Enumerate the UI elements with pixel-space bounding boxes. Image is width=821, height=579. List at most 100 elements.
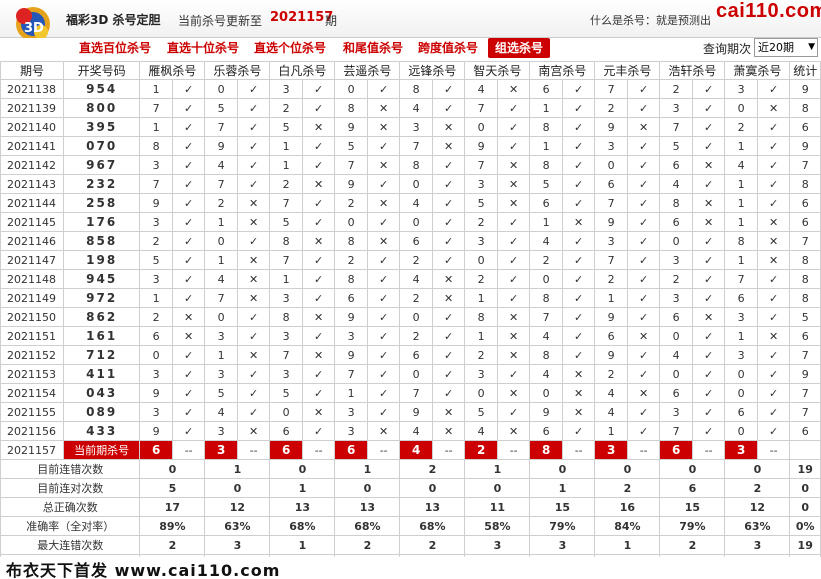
- check-icon: ✓: [431, 155, 466, 175]
- table-row: 2021152 712 0 ✓ 1 ✕ 7 ✕ 9 ✓ 6 ✓ 2 ✕ 8 ✓ 9 ✓ 4 ✓ 3 ✓ 7: [0, 345, 821, 365]
- kill-number-cell: 8: [269, 231, 303, 251]
- check-icon: ✓: [301, 79, 336, 99]
- cross-icon: ✕: [366, 421, 401, 441]
- what-is-link[interactable]: 什么是杀号：就是预测出: [590, 14, 711, 27]
- stats-total: 0: [789, 478, 821, 498]
- tab-sum-tail[interactable]: 和尾值杀号: [343, 41, 404, 55]
- period-cell: 2021151: [0, 326, 64, 346]
- check-icon: ✓: [496, 212, 531, 232]
- cross-icon: ✕: [366, 117, 401, 137]
- query-select[interactable]: 近20期 ▼: [754, 38, 818, 57]
- cross-icon: ✕: [756, 250, 791, 270]
- kill-number-cell: 3: [594, 231, 628, 251]
- kill-number-cell: 1: [529, 136, 563, 156]
- tab-hundreds[interactable]: 直选百位杀号: [79, 41, 152, 55]
- check-icon: ✓: [756, 383, 791, 403]
- check-icon: ✓: [626, 307, 661, 327]
- kill-number-cell: 3: [724, 345, 758, 365]
- draw-number-cell: 800: [62, 98, 141, 118]
- kill-number-cell: 4: [659, 345, 693, 365]
- period-cell: 2021155: [0, 402, 64, 422]
- cross-icon: ✕: [366, 231, 401, 251]
- kill-number-cell: 6: [659, 155, 693, 175]
- check-icon: ✓: [366, 383, 401, 403]
- kill-number-cell: 4: [204, 402, 238, 422]
- table-row: 2021140 395 1 ✓ 7 ✓ 5 ✕ 9 ✕ 3 ✕ 0 ✓ 8 ✓ 9 ✕ 7 ✓ 2 ✓ 6: [0, 117, 821, 137]
- check-icon: ✓: [301, 383, 336, 403]
- stats-value: 11: [464, 497, 531, 517]
- watermark: cai110.com: [716, 0, 821, 22]
- cross-icon: ✕: [236, 421, 271, 441]
- check-icon: ✓: [561, 117, 596, 137]
- kill-number-cell: 6: [529, 421, 563, 441]
- kill-number-cell: 8: [334, 231, 368, 251]
- stats-value: 12: [204, 497, 271, 517]
- cross-icon: ✕: [626, 383, 661, 403]
- kill-number-cell: 0: [399, 307, 433, 327]
- stats-label: 准确率（全对率）: [0, 516, 141, 536]
- check-icon: ✓: [691, 364, 726, 384]
- kill-number-cell: 3: [269, 288, 303, 308]
- check-icon: ✓: [171, 155, 206, 175]
- kill-number-cell: 9: [334, 307, 368, 327]
- kill-number-cell: 0: [139, 345, 173, 365]
- period-cell: 2021141: [0, 136, 64, 156]
- kill-number-cell: 0: [464, 117, 498, 137]
- kill-number-cell: 6: [659, 383, 693, 403]
- kill-number-cell: 4: [529, 364, 563, 384]
- draw-number-cell: 070: [62, 136, 141, 156]
- check-icon: ✓: [626, 402, 661, 422]
- kill-number-cell: 4: [464, 421, 498, 441]
- cross-icon: ✕: [496, 326, 531, 346]
- check-icon: ✓: [301, 326, 336, 346]
- kill-number-cell: 7: [659, 117, 693, 137]
- kill-number-cell: 7: [334, 155, 368, 175]
- check-icon: ✓: [366, 288, 401, 308]
- kill-number-cell: 1: [724, 250, 758, 270]
- table-row: 2021141 070 8 ✓ 9 ✓ 1 ✓ 5 ✓ 7 ✕ 9 ✓ 1 ✓ 3 ✓ 5 ✓ 1 ✓ 9: [0, 136, 821, 156]
- placeholder-cell: --: [431, 440, 466, 460]
- check-icon: ✓: [236, 231, 271, 251]
- col-header-predictor: 远锋杀号: [399, 61, 466, 80]
- kill-number-cell: 3: [399, 117, 433, 137]
- stats-value: 6: [659, 478, 726, 498]
- kill-number-cell: 3: [659, 98, 693, 118]
- check-icon: ✓: [236, 364, 271, 384]
- kill-number-cell: 3: [334, 421, 368, 441]
- check-icon: ✓: [756, 288, 791, 308]
- table-row: 2021154 043 9 ✓ 5 ✓ 5 ✓ 1 ✓ 7 ✓ 0 ✕ 0 ✕ 4 ✕ 6 ✓ 0 ✓ 7: [0, 383, 821, 403]
- stats-value: 2: [594, 478, 661, 498]
- kill-number-cell: 2: [659, 269, 693, 289]
- check-icon: ✓: [561, 288, 596, 308]
- tab-units[interactable]: 直选个位杀号: [254, 41, 327, 55]
- draw-number-cell: 862: [62, 307, 141, 327]
- col-header-predictor: 南宫杀号: [529, 61, 596, 80]
- stats-row: 目前连对次数 5 0 1 0 0 0 1 2 6 2 0: [0, 478, 821, 498]
- cross-icon: ✕: [236, 212, 271, 232]
- stats-value: 84%: [594, 516, 661, 536]
- table-row: 2021144 258 9 ✓ 2 ✕ 7 ✓ 2 ✕ 4 ✓ 5 ✕ 6 ✓ 7 ✓ 8 ✕ 1 ✓ 6: [0, 193, 821, 213]
- check-icon: ✓: [366, 212, 401, 232]
- kill-number-cell: 3: [334, 326, 368, 346]
- period-cell: 2021148: [0, 269, 64, 289]
- kill-number-cell: 2: [399, 288, 433, 308]
- kill-number-cell: 8: [529, 345, 563, 365]
- check-icon: ✓: [756, 193, 791, 213]
- check-icon: ✓: [431, 383, 466, 403]
- update-label: 当前杀号更新至: [178, 14, 263, 28]
- kill-number-cell: 2: [399, 326, 433, 346]
- cross-icon: ✕: [691, 307, 726, 327]
- cross-icon: ✕: [496, 307, 531, 327]
- kill-number-cell: 9: [594, 307, 628, 327]
- check-icon: ✓: [756, 364, 791, 384]
- current-kill-number: 8: [529, 440, 563, 460]
- kill-number-cell: 2: [269, 98, 303, 118]
- cross-icon: ✕: [171, 307, 206, 327]
- tab-group[interactable]: 组选杀号: [488, 38, 551, 58]
- check-icon: ✓: [301, 136, 336, 156]
- kill-number-cell: 9: [594, 117, 628, 137]
- tab-span[interactable]: 跨度值杀号: [418, 41, 479, 55]
- kill-number-cell: 8: [529, 117, 563, 137]
- kill-number-cell: 6: [594, 174, 628, 194]
- tab-tens[interactable]: 直选十位杀号: [167, 41, 240, 55]
